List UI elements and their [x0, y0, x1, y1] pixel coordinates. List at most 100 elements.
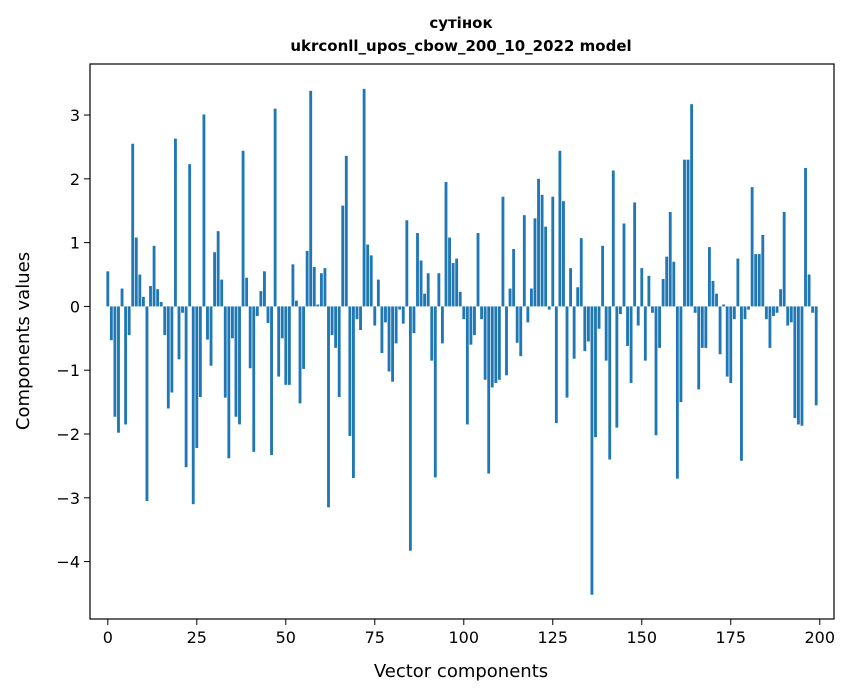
bar: [522, 215, 526, 307]
bar: [166, 306, 170, 409]
bar: [188, 164, 192, 307]
bar: [469, 306, 473, 345]
bar: [284, 306, 288, 385]
bar: [270, 306, 273, 456]
bar: [494, 306, 498, 383]
bar: [227, 306, 231, 459]
bar: [740, 306, 743, 461]
bar: [387, 306, 391, 372]
bar: [134, 237, 138, 307]
bar: [562, 201, 565, 307]
bar: [437, 273, 441, 307]
bar: [679, 306, 683, 403]
bar: [811, 306, 815, 313]
bar: [163, 306, 167, 336]
bar: [223, 306, 227, 398]
bar: [430, 306, 434, 361]
bar: [195, 306, 199, 449]
bar: [747, 306, 750, 310]
bar: [348, 306, 352, 436]
bar: [604, 306, 608, 361]
bar: [241, 150, 245, 307]
bar: [779, 289, 783, 307]
y-tick-label: −4: [56, 553, 80, 572]
x-tick-label: 75: [365, 628, 385, 647]
bar: [359, 306, 362, 331]
bar: [579, 238, 583, 307]
bar: [341, 205, 345, 307]
chart-subtitle: ukrconll_upos_cbow_200_10_2022 model: [290, 37, 631, 55]
bar: [423, 293, 427, 307]
bar: [572, 306, 576, 359]
bar: [757, 254, 761, 307]
bar: [547, 306, 551, 310]
bar: [722, 304, 726, 307]
bar: [362, 88, 366, 307]
bar: [608, 306, 612, 460]
bar: [551, 196, 555, 307]
bar: [540, 194, 544, 307]
bar: [529, 288, 533, 307]
bar: [295, 300, 298, 307]
bar: [512, 249, 516, 307]
bar: [622, 223, 626, 307]
bar: [497, 306, 501, 380]
bar: [761, 234, 765, 307]
bar: [141, 296, 145, 307]
x-tick-label: 150: [626, 628, 657, 647]
bar: [683, 159, 686, 307]
bar: [796, 306, 800, 425]
bar: [444, 182, 448, 307]
bar: [416, 233, 419, 307]
bar: [601, 245, 605, 307]
y-tick-label: −3: [56, 489, 80, 508]
bar: [327, 306, 330, 508]
bar: [537, 178, 540, 307]
bar: [120, 288, 124, 307]
bar: [277, 306, 281, 377]
bar: [490, 306, 494, 388]
bar: [380, 306, 384, 353]
y-axis-ticks: −4 −3 −2 −1 0 1 2 3: [56, 106, 90, 572]
bar: [465, 306, 469, 425]
bar: [206, 306, 209, 340]
bar: [263, 271, 266, 307]
bar: [245, 277, 249, 307]
bar: [505, 306, 508, 376]
bar: [184, 306, 188, 468]
bar: [651, 306, 654, 313]
bar: [736, 258, 740, 307]
bar: [106, 271, 110, 307]
bar: [626, 306, 629, 346]
bar: [330, 306, 334, 336]
bar: [597, 306, 601, 329]
bar: [266, 306, 270, 323]
bar: [337, 306, 341, 397]
bar: [405, 220, 409, 307]
bar: [615, 306, 619, 428]
bar: [729, 306, 733, 383]
bar: [480, 306, 484, 320]
bar: [718, 306, 722, 355]
bar: [230, 306, 234, 339]
bar: [690, 104, 694, 307]
bar: [711, 280, 715, 307]
bar: [590, 306, 594, 595]
x-tick-label: 125: [538, 628, 569, 647]
bar: [576, 287, 580, 307]
bar: [515, 306, 519, 343]
bar: [569, 268, 572, 307]
bar: [355, 306, 359, 320]
bar: [426, 273, 430, 307]
bar: [686, 159, 690, 307]
plot-frame: [89, 63, 835, 620]
bar: [501, 196, 505, 307]
bar: [287, 306, 291, 385]
bar: [704, 306, 708, 348]
bar: [558, 150, 562, 307]
bar: [654, 306, 658, 436]
bar: [191, 306, 195, 505]
y-tick-label: 0: [70, 297, 80, 316]
bar: [252, 306, 256, 452]
